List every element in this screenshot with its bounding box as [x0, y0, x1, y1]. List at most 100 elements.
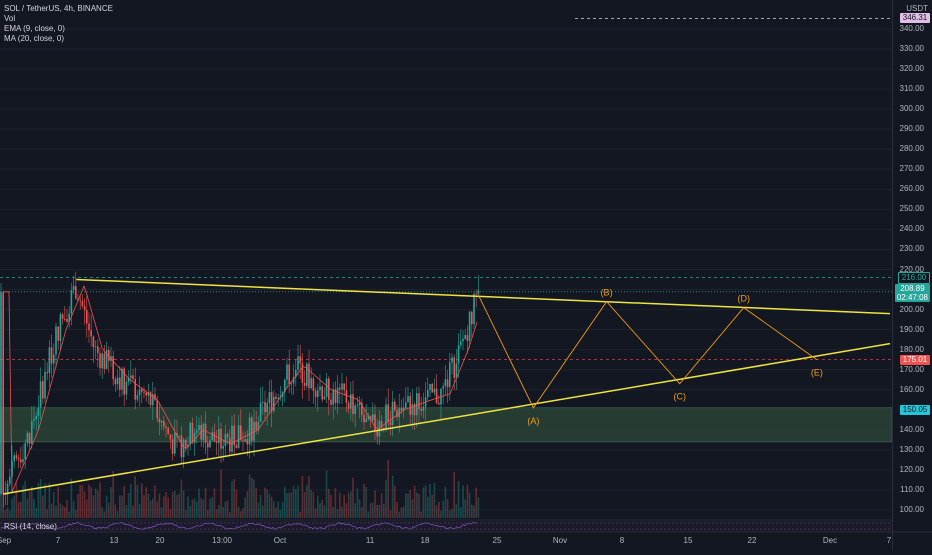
volume-bar — [310, 490, 312, 518]
candle-body — [356, 405, 359, 407]
volume-bar — [306, 484, 308, 518]
volume-bar — [207, 509, 209, 518]
legend-symbol[interactable]: SOL / TetherUS, 4h, BINANCE — [4, 4, 113, 13]
candle-body — [123, 368, 125, 395]
candle-body — [127, 378, 130, 382]
volume-bar — [143, 495, 145, 518]
candle-body — [281, 392, 284, 397]
candle-body — [345, 390, 348, 403]
volume-bar — [200, 498, 202, 518]
legend-ma[interactable]: MA (20, close, 0) — [4, 34, 65, 43]
y-tick-label: 220.00 — [899, 264, 924, 274]
x-tick-label: 11 — [365, 536, 375, 545]
candle-body — [347, 402, 350, 409]
candle-body — [277, 398, 279, 399]
volume-bar — [284, 486, 286, 518]
candle-body — [418, 393, 420, 410]
volume-bar — [369, 503, 372, 518]
candle-body — [303, 382, 306, 386]
volume-bar — [39, 478, 42, 518]
volume-bar — [295, 489, 297, 518]
y-tick-label: 160.00 — [899, 384, 924, 394]
volume-bar — [4, 509, 7, 518]
volume-bar — [433, 483, 436, 518]
volume-bar — [97, 490, 99, 518]
volume-bar — [292, 485, 295, 518]
volume-bar — [455, 504, 458, 518]
y-tick-label: 190.00 — [899, 324, 924, 334]
candle-body — [290, 383, 293, 385]
volume-bar — [94, 488, 97, 518]
candle-body — [301, 363, 304, 383]
candle-body — [141, 389, 143, 392]
volume-bar — [444, 486, 447, 518]
volume-bar — [101, 506, 103, 518]
candle-body — [6, 483, 9, 495]
candle-body — [15, 455, 18, 459]
candle-body — [369, 415, 372, 421]
y-tick-label: 300.00 — [899, 104, 924, 114]
candle-body — [121, 368, 123, 390]
volume-bar — [121, 495, 123, 518]
candle-body — [376, 431, 378, 437]
volume-bar — [471, 504, 473, 518]
candle-body — [114, 379, 117, 385]
volume-bar — [55, 506, 57, 518]
volume-bar — [387, 459, 389, 518]
volume-bar — [156, 501, 158, 518]
candle-body — [59, 314, 62, 341]
trendline-lower[interactable] — [3, 342, 891, 495]
volume-bar — [398, 511, 400, 518]
current-price-tag: 208.89 02:47:08 — [894, 284, 930, 302]
legend-ema[interactable]: EMA (9, close, 0) — [4, 24, 65, 33]
x-tick-label: 20 — [155, 536, 165, 545]
candle-body — [22, 459, 24, 463]
candle-body — [457, 345, 460, 364]
volume-bar — [446, 499, 449, 518]
volume-bar — [42, 495, 44, 518]
candle-body — [251, 417, 253, 441]
candle-body — [398, 408, 400, 418]
volume-bar — [429, 484, 431, 518]
candle-body — [297, 356, 299, 370]
wave-projection[interactable] — [478, 295, 818, 409]
candle-body — [0, 292, 2, 494]
support-zone[interactable] — [0, 407, 893, 443]
candle-body — [94, 346, 97, 348]
candle-body — [413, 404, 416, 416]
volume-bar — [424, 485, 427, 518]
candle-body — [224, 434, 227, 446]
volume-bar — [160, 507, 163, 518]
candle-body — [270, 392, 273, 412]
volume-bar — [26, 498, 29, 518]
volume-bar — [466, 484, 469, 518]
volume-bar — [20, 501, 22, 518]
candle-body — [147, 392, 150, 396]
candle-body — [165, 426, 167, 429]
candle-body — [31, 421, 33, 444]
candle-body — [433, 388, 436, 393]
legend-vol[interactable]: Vol — [4, 14, 16, 23]
volume-bar — [185, 510, 187, 518]
support-tag: 150.05 — [900, 405, 930, 415]
volume-bar — [233, 479, 235, 518]
volume-bar — [11, 498, 13, 518]
candle-body — [387, 404, 389, 423]
candle-body — [284, 379, 286, 393]
volume-bar — [246, 491, 249, 518]
rsi-band — [0, 521, 892, 531]
volume-bar — [273, 501, 275, 518]
candle-body — [193, 432, 196, 443]
candle-body — [226, 434, 229, 438]
trendline-upper[interactable] — [76, 278, 891, 315]
volume-bar — [257, 502, 260, 518]
volume-bar — [92, 495, 95, 518]
volume-bar — [464, 499, 466, 518]
candle-body — [240, 425, 242, 441]
volume-bar — [259, 494, 262, 518]
candle-body — [319, 386, 321, 391]
candle-body — [90, 330, 92, 337]
ma-20-line — [3, 285, 478, 493]
